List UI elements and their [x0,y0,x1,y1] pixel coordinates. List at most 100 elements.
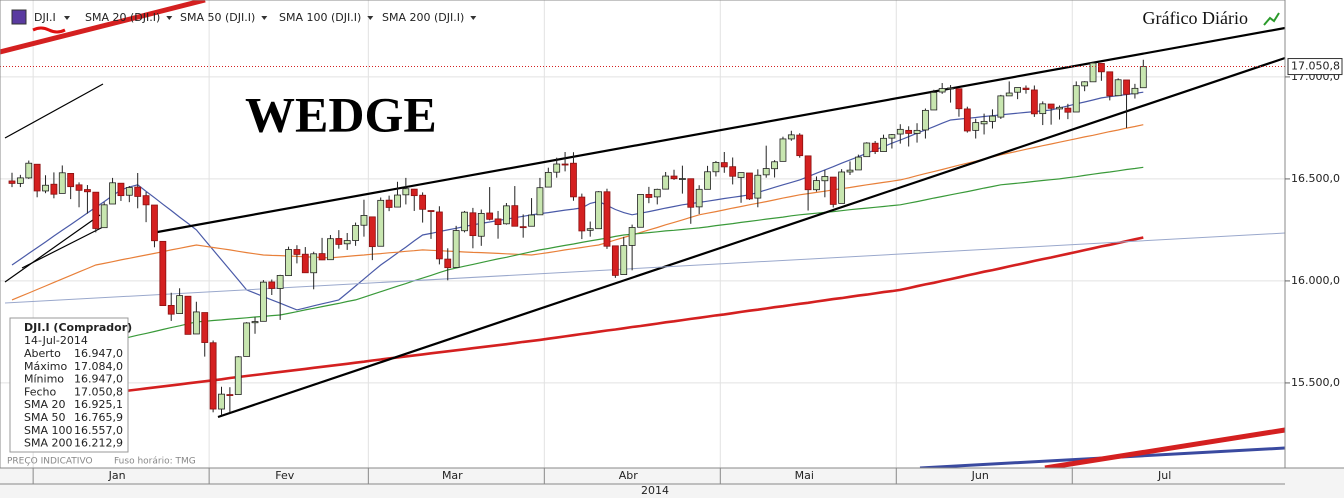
legend-entry[interactable]: SMA 50 (DJI.I) [180,11,255,24]
candle-body [58,172,66,194]
info-title: DJI.I (Comprador) [24,321,132,334]
candle-body [1081,81,1089,87]
candle-body [955,88,963,110]
candle-body [100,204,108,229]
candle-body [829,176,837,205]
candle-body [201,312,209,343]
candle-body [771,161,778,170]
candle-body [578,196,586,232]
candle-body [846,169,854,173]
candle-body [360,215,368,226]
candle-body [209,342,217,410]
info-label: Aberto [24,347,61,360]
channel-line [4,214,101,283]
drawings [0,0,1286,471]
candle-body [561,163,569,166]
candle-body [318,253,326,261]
candle-body [762,168,770,176]
info-label: SMA 100 [24,424,73,437]
candle-body [611,245,619,276]
dropdown-arrow[interactable] [261,16,268,20]
candle-body [234,356,242,395]
grid [0,0,1285,468]
footer-label: PREÇO INDICATIVO [7,457,93,467]
candle-body [980,120,988,125]
dropdown-arrow[interactable] [470,16,477,20]
y-tick-label: 16.500,0 [1291,172,1340,185]
info-value: 16.925,1 [74,398,123,411]
last-price-box [1287,58,1343,76]
candle-body [787,134,795,140]
x-tick-label: Jul [1157,469,1171,482]
candle-body [754,174,762,199]
legend-entry[interactable]: SMA 100 (DJI.I) [279,11,361,24]
dropdown-arrow[interactable] [64,16,70,20]
candle-body [922,109,929,131]
symbol-icon[interactable] [11,9,27,25]
candle-body [1014,87,1021,93]
candle-body [75,184,83,191]
candle-body [435,211,443,260]
candle-body [142,195,150,206]
candle-body [1047,103,1055,109]
candle-body [905,129,913,134]
candle-body [720,162,728,168]
candle-body [1064,107,1072,113]
candle-body [377,199,385,247]
info-value: 16.765,9 [74,411,123,424]
candle-body [159,240,167,307]
candle-body [419,194,427,210]
candle-body [226,394,234,396]
sma-line [11,91,1144,311]
candle-body [343,240,351,245]
y-tick-label: 15.500,0 [1291,376,1340,389]
candle-body [176,295,184,314]
legend-entry[interactable]: SMA 200 (DJI.I) [382,11,464,24]
candle-body [427,210,435,212]
chart-type-icon[interactable] [1263,12,1280,26]
candle-body [603,191,611,247]
candle-body [109,182,116,205]
candle-body [469,212,477,237]
info-label: SMA 50 [24,411,66,424]
candle-body [259,281,267,322]
candle-body [134,186,142,197]
candle-body [779,138,787,162]
candle-body [301,253,309,274]
candle-body [503,205,510,225]
candle-body [704,171,711,190]
candle-body [880,137,887,152]
candle-body [1139,66,1147,89]
x-tick-label: Jan [108,469,126,482]
legend-entry[interactable]: SMA 20 (DJI.I) [85,11,160,24]
candle-body [972,122,980,131]
candle-body [67,173,75,188]
sma-line [11,124,1144,301]
candle-body [871,142,879,152]
dropdown-arrow[interactable] [367,16,374,20]
x-tick-label: Jun [971,469,989,482]
candle-body [989,115,996,122]
legend: SMA 20 (DJI.I) SMA 50 (DJI.I) SMA 100 (DJI… [85,11,477,24]
candle-body [570,162,577,198]
info-label: Fecho [24,385,57,398]
candle-body [536,187,544,216]
symbol[interactable]: DJI.I [34,11,56,24]
candle-body [151,204,158,242]
info-box-frame [9,317,129,453]
candle-body [896,128,904,135]
candle-body [167,305,175,315]
candle-body [586,228,594,231]
candle-body [184,295,192,335]
candle-body [938,88,946,93]
candle-body [50,183,58,195]
candle-body [368,216,376,248]
candle-body [662,175,670,190]
x-tick-label: Fev [275,469,294,482]
candle-body [947,87,954,90]
info-value: 17.050,8 [74,385,123,398]
last-price-label: 17.050,8 [1291,60,1340,73]
dropdown-arrow[interactable] [166,16,173,20]
chart-title: Gráfico Diário [1143,8,1248,28]
